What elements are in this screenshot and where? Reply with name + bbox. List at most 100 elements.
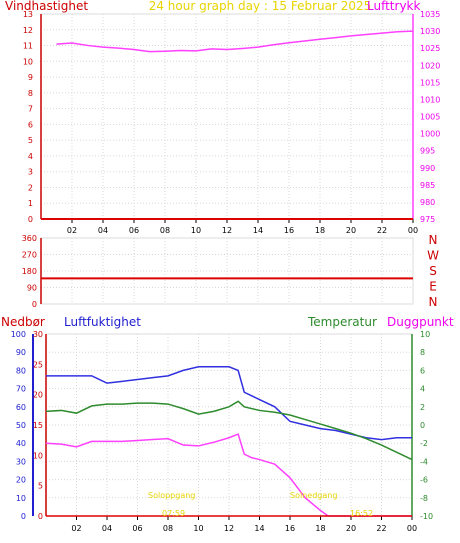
sunrise-time: 07:59	[162, 509, 185, 518]
panel-wind-pressure: 02 04 06 08 10 12 14 16 18 20 22 000123456789101112…	[5, 0, 440, 235]
ticks-wind-direction: 0 90 180 270 360	[22, 234, 37, 309]
series-wind-pressure	[41, 30, 414, 220]
y-left-tick-12: 12	[23, 26, 33, 35]
y-left-tick-7: 7	[28, 105, 33, 114]
y-temp-tick--4: -4	[420, 457, 428, 466]
y-temp-tick-2: 2	[420, 403, 425, 412]
sunset-time: 16:52	[350, 509, 373, 518]
y-humidity-tick-60: 60	[16, 403, 26, 412]
y-temp-tick--10: -10	[420, 512, 433, 521]
y-right-tick-990: 990	[420, 164, 435, 173]
y-temp-tick-8: 8	[420, 348, 425, 357]
y-left-tick-2: 2	[28, 183, 33, 192]
x-tick-label-18: 18	[315, 524, 325, 533]
x-tick-label-04: 04	[102, 524, 112, 533]
y-left-tick-13: 13	[23, 10, 33, 19]
y-right-tick-985: 985	[420, 181, 435, 190]
x-tick-label-12: 12	[222, 226, 232, 235]
series-line-temperatur	[45, 400, 413, 461]
y-right-tick-980: 980	[420, 198, 435, 207]
y-left-tick-1: 1	[28, 199, 33, 208]
series-line-lufttrykk	[56, 30, 414, 53]
ticks-wind-pressure: 02 04 06 08 10 12 14 16 18 20 22 000123456789101112…	[23, 10, 441, 235]
label-luftfuktighet: Luftfuktighet	[64, 315, 141, 329]
y-humidity-tick-30: 30	[16, 457, 26, 466]
y-right-tick-1000: 1000	[420, 130, 440, 139]
y-right-tick-1005: 1005	[420, 113, 440, 122]
grid-wind-direction	[41, 237, 414, 305]
y-precip-tick-0: 0	[38, 512, 43, 521]
y-humidity-tick-20: 20	[16, 476, 26, 485]
y-temp-tick--8: -8	[420, 494, 428, 503]
y-dir-tick-180: 180	[22, 267, 37, 276]
x-tick-label-08: 08	[163, 524, 173, 533]
y-right-tick-1015: 1015	[420, 78, 440, 87]
y-right-tick-1010: 1010	[420, 95, 440, 104]
x-tick-label-22: 22	[376, 524, 386, 533]
y-humidity-tick-0: 0	[21, 512, 26, 521]
y-dir-tick-360: 360	[22, 234, 37, 243]
right-label-lufttrykk: Lufttrykk	[367, 0, 420, 13]
y-right-tick-1035: 1035	[420, 10, 440, 19]
series-line-luftfuktighet	[46, 366, 412, 441]
y-precip-tick-30: 30	[33, 330, 43, 339]
y-humidity-tick-10: 10	[16, 494, 26, 503]
x-tick-label-10: 10	[191, 226, 201, 235]
y-right-tick-1030: 1030	[420, 27, 440, 36]
y-left-tick-11: 11	[23, 42, 33, 51]
y-left-tick-3: 3	[28, 168, 33, 177]
y-right-tick-1020: 1020	[420, 61, 440, 70]
x-tick-label-14: 14	[253, 226, 263, 235]
y-left-tick-8: 8	[28, 89, 33, 98]
y-left-tick-6: 6	[28, 120, 33, 129]
y-temp-tick--6: -6	[420, 476, 428, 485]
y-dir-tick-90: 90	[27, 284, 37, 293]
label-duggpunkt: Duggpunkt	[387, 315, 454, 329]
y-humidity-tick-70: 70	[16, 385, 26, 394]
chart-title: 24 hour graph day : 15 Februar 2025	[149, 0, 372, 13]
y-right-tick-975: 975	[420, 215, 435, 224]
direction-label-0: N	[429, 233, 438, 247]
y-precip-tick-25: 25	[33, 360, 43, 369]
direction-label-1: W	[427, 249, 439, 263]
y-temp-tick-4: 4	[420, 385, 425, 394]
x-tick-label-12: 12	[224, 524, 234, 533]
y-left-tick-0: 0	[28, 215, 33, 224]
direction-label-2: S	[429, 264, 437, 278]
y-humidity-tick-40: 40	[16, 439, 26, 448]
label-temperatur: Temperatur	[307, 315, 377, 329]
y-precip-tick-20: 20	[33, 391, 43, 400]
x-tick-label-16: 16	[284, 226, 294, 235]
x-tick-label-14: 14	[254, 524, 264, 533]
panel-humidity-temperature: 02 04 06 08 10 12 14 16 18 20 22 000102030405060708…	[1, 315, 454, 533]
y-left-tick-9: 9	[28, 73, 33, 82]
y-precip-tick-10: 10	[33, 451, 43, 460]
y-temp-tick--2: -2	[420, 439, 428, 448]
x-tick-label-02: 02	[71, 524, 81, 533]
label-nedbor: Nedbør	[1, 315, 45, 329]
y-temp-tick-10: 10	[420, 330, 430, 339]
x-tick-label-06: 06	[129, 226, 139, 235]
y-left-tick-4: 4	[28, 152, 33, 161]
sunrise-label: Soloppgang	[148, 491, 195, 500]
direction-label-3: E	[429, 280, 437, 294]
y-precip-tick-15: 15	[33, 421, 43, 430]
x-tick-label-22: 22	[377, 226, 387, 235]
x-tick-label-18: 18	[315, 226, 325, 235]
x-tick-label-02: 02	[67, 226, 77, 235]
y-dir-tick-0: 0	[32, 300, 37, 309]
direction-label-4: N	[429, 295, 438, 309]
x-tick-label-20: 20	[346, 226, 356, 235]
x-tick-label-00: 00	[407, 524, 417, 533]
y-humidity-tick-50: 50	[16, 421, 26, 430]
y-temp-tick-0: 0	[420, 421, 425, 430]
grid-humidity-temperature	[46, 333, 413, 517]
y-dir-tick-270: 270	[22, 251, 37, 260]
x-tick-label-20: 20	[346, 524, 356, 533]
sunset-label: Solnedgang	[290, 491, 337, 500]
x-tick-label-10: 10	[193, 524, 203, 533]
